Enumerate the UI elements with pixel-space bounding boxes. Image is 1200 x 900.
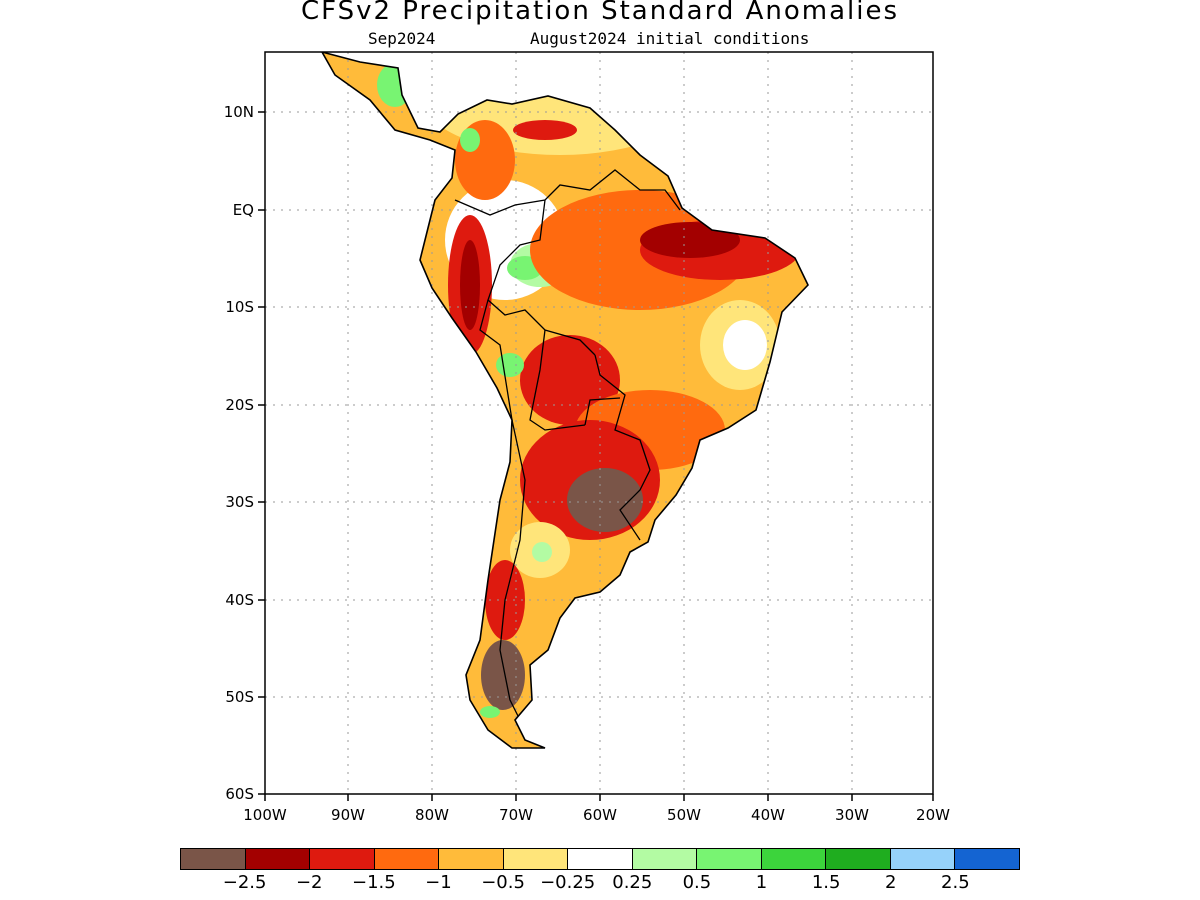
lat-label-60s: 60S (225, 785, 254, 803)
legend-tick-label: −1 (425, 872, 452, 893)
lon-label-80w: 80W (415, 806, 449, 824)
legend-tick-label: −1.5 (351, 872, 396, 893)
legend-swatch (310, 849, 375, 869)
legend-swatch (439, 849, 504, 869)
lat-label-20s: 20S (225, 396, 254, 414)
axis-ticks (258, 111, 934, 801)
target-month-label: Sep2024 (368, 29, 436, 48)
legend-tick-label: 0.5 (682, 872, 712, 893)
map-title: CFSv2 Precipitation Standard Anomalies (300, 0, 900, 26)
legend-tick-label: −0.5 (481, 872, 525, 893)
legend-tick-label: 2.5 (941, 872, 970, 893)
legend-swatch (503, 849, 569, 869)
lat-label-10n: 10N (224, 103, 254, 121)
legend-tick-label: 1 (755, 872, 768, 893)
legend-swatch (761, 849, 827, 869)
legend-tick-label: −2.5 (222, 872, 267, 893)
lon-label-40w: 40W (751, 806, 785, 824)
legend-swatch (245, 849, 311, 869)
country-borders (454, 169, 681, 721)
initial-conditions-label: August2024 initial conditions (530, 29, 810, 48)
lon-label-20w: 20W (916, 806, 950, 824)
lat-label-50s: 50S (225, 688, 254, 706)
legend-swatch (181, 849, 246, 869)
color-legend-ticks: −2.5 −2 −1.5 −1 −0.5 −0.25 0.25 0.5 1 1.5 2 2.5 (0, 872, 1200, 896)
plot-frame (264, 51, 934, 795)
legend-swatch (632, 849, 698, 869)
lat-label-10s: 10S (225, 298, 254, 316)
legend-swatch (568, 849, 633, 869)
lat-label-30s: 30S (225, 493, 254, 511)
legend-tick-label: −2 (295, 872, 323, 893)
legend-tick-label: 0.25 (612, 872, 653, 893)
legend-tick-label: 1.5 (811, 872, 841, 893)
legend-swatch (374, 849, 440, 869)
lon-label-50w: 50W (667, 806, 701, 824)
lat-label-40s: 40S (225, 591, 254, 609)
lon-label-30w: 30W (835, 806, 869, 824)
legend-tick-label: 2 (885, 872, 897, 893)
lon-label-70w: 70W (499, 806, 533, 824)
legend-swatch (890, 849, 956, 869)
lon-label-90w: 90W (331, 806, 365, 824)
lon-label-60w: 60W (583, 806, 617, 824)
legend-swatch (826, 849, 891, 869)
legend-tick-label: −0.25 (540, 872, 596, 893)
color-legend-bar (180, 848, 1020, 870)
lon-label-100w: 100W (243, 806, 287, 824)
lat-label-eq: EQ (233, 201, 254, 219)
legend-swatch (697, 849, 762, 869)
coastline (321, 52, 809, 749)
legend-swatch (955, 849, 1019, 869)
